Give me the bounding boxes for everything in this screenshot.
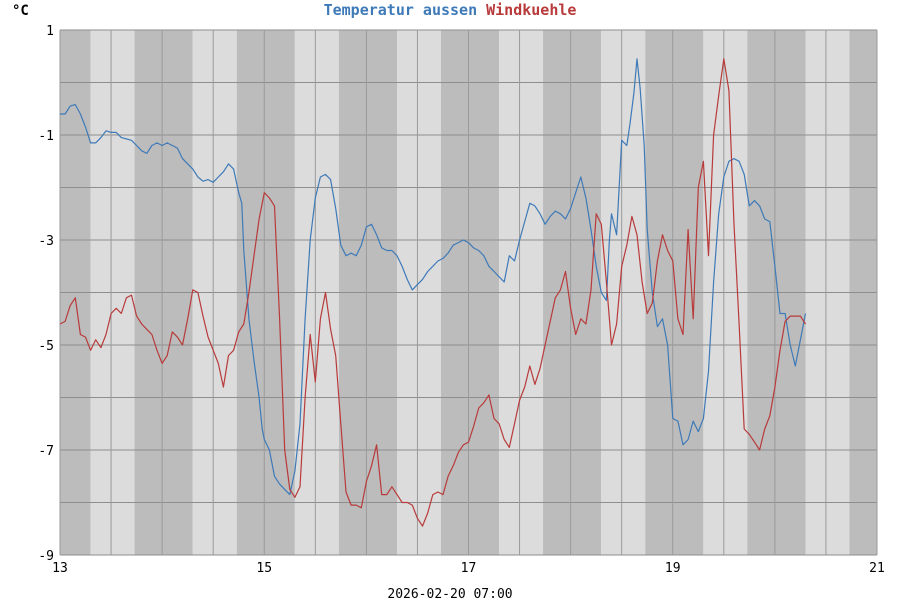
y-tick-label: -7 — [38, 444, 54, 459]
y-tick-label: -3 — [38, 234, 54, 249]
x-tick-label: 17 — [461, 561, 477, 576]
x-tick-label: 19 — [665, 561, 681, 576]
y-tick-label: -9 — [38, 549, 54, 564]
y-axis-unit: °C — [12, 3, 29, 19]
x-tick-label: 21 — [869, 561, 885, 576]
y-tick-label: -5 — [38, 339, 54, 354]
y-tick-label: -1 — [38, 129, 54, 144]
legend-entry-temperatur-aussen: Temperatur aussen — [324, 1, 478, 19]
grid-lines — [59, 29, 878, 556]
x-tick-label: 13 — [52, 561, 68, 576]
y-tick-label: 1 — [46, 24, 54, 39]
x-tick-label: 15 — [256, 561, 272, 576]
series-line-windkuehle — [59, 58, 807, 527]
series-line-temperatur-aussen — [60, 58, 807, 496]
chart-footer-timestamp: 2026-02-20 07:00 — [387, 587, 512, 600]
chart-legend: Temperatur aussen Windkuehle — [324, 1, 577, 19]
series-lines — [59, 58, 807, 527]
axis-ticks: 13 15 17 19 21 1 -1 -3 -5 -7 -9 — [38, 24, 884, 576]
legend-entry-windkuehle: Windkuehle — [486, 1, 576, 19]
